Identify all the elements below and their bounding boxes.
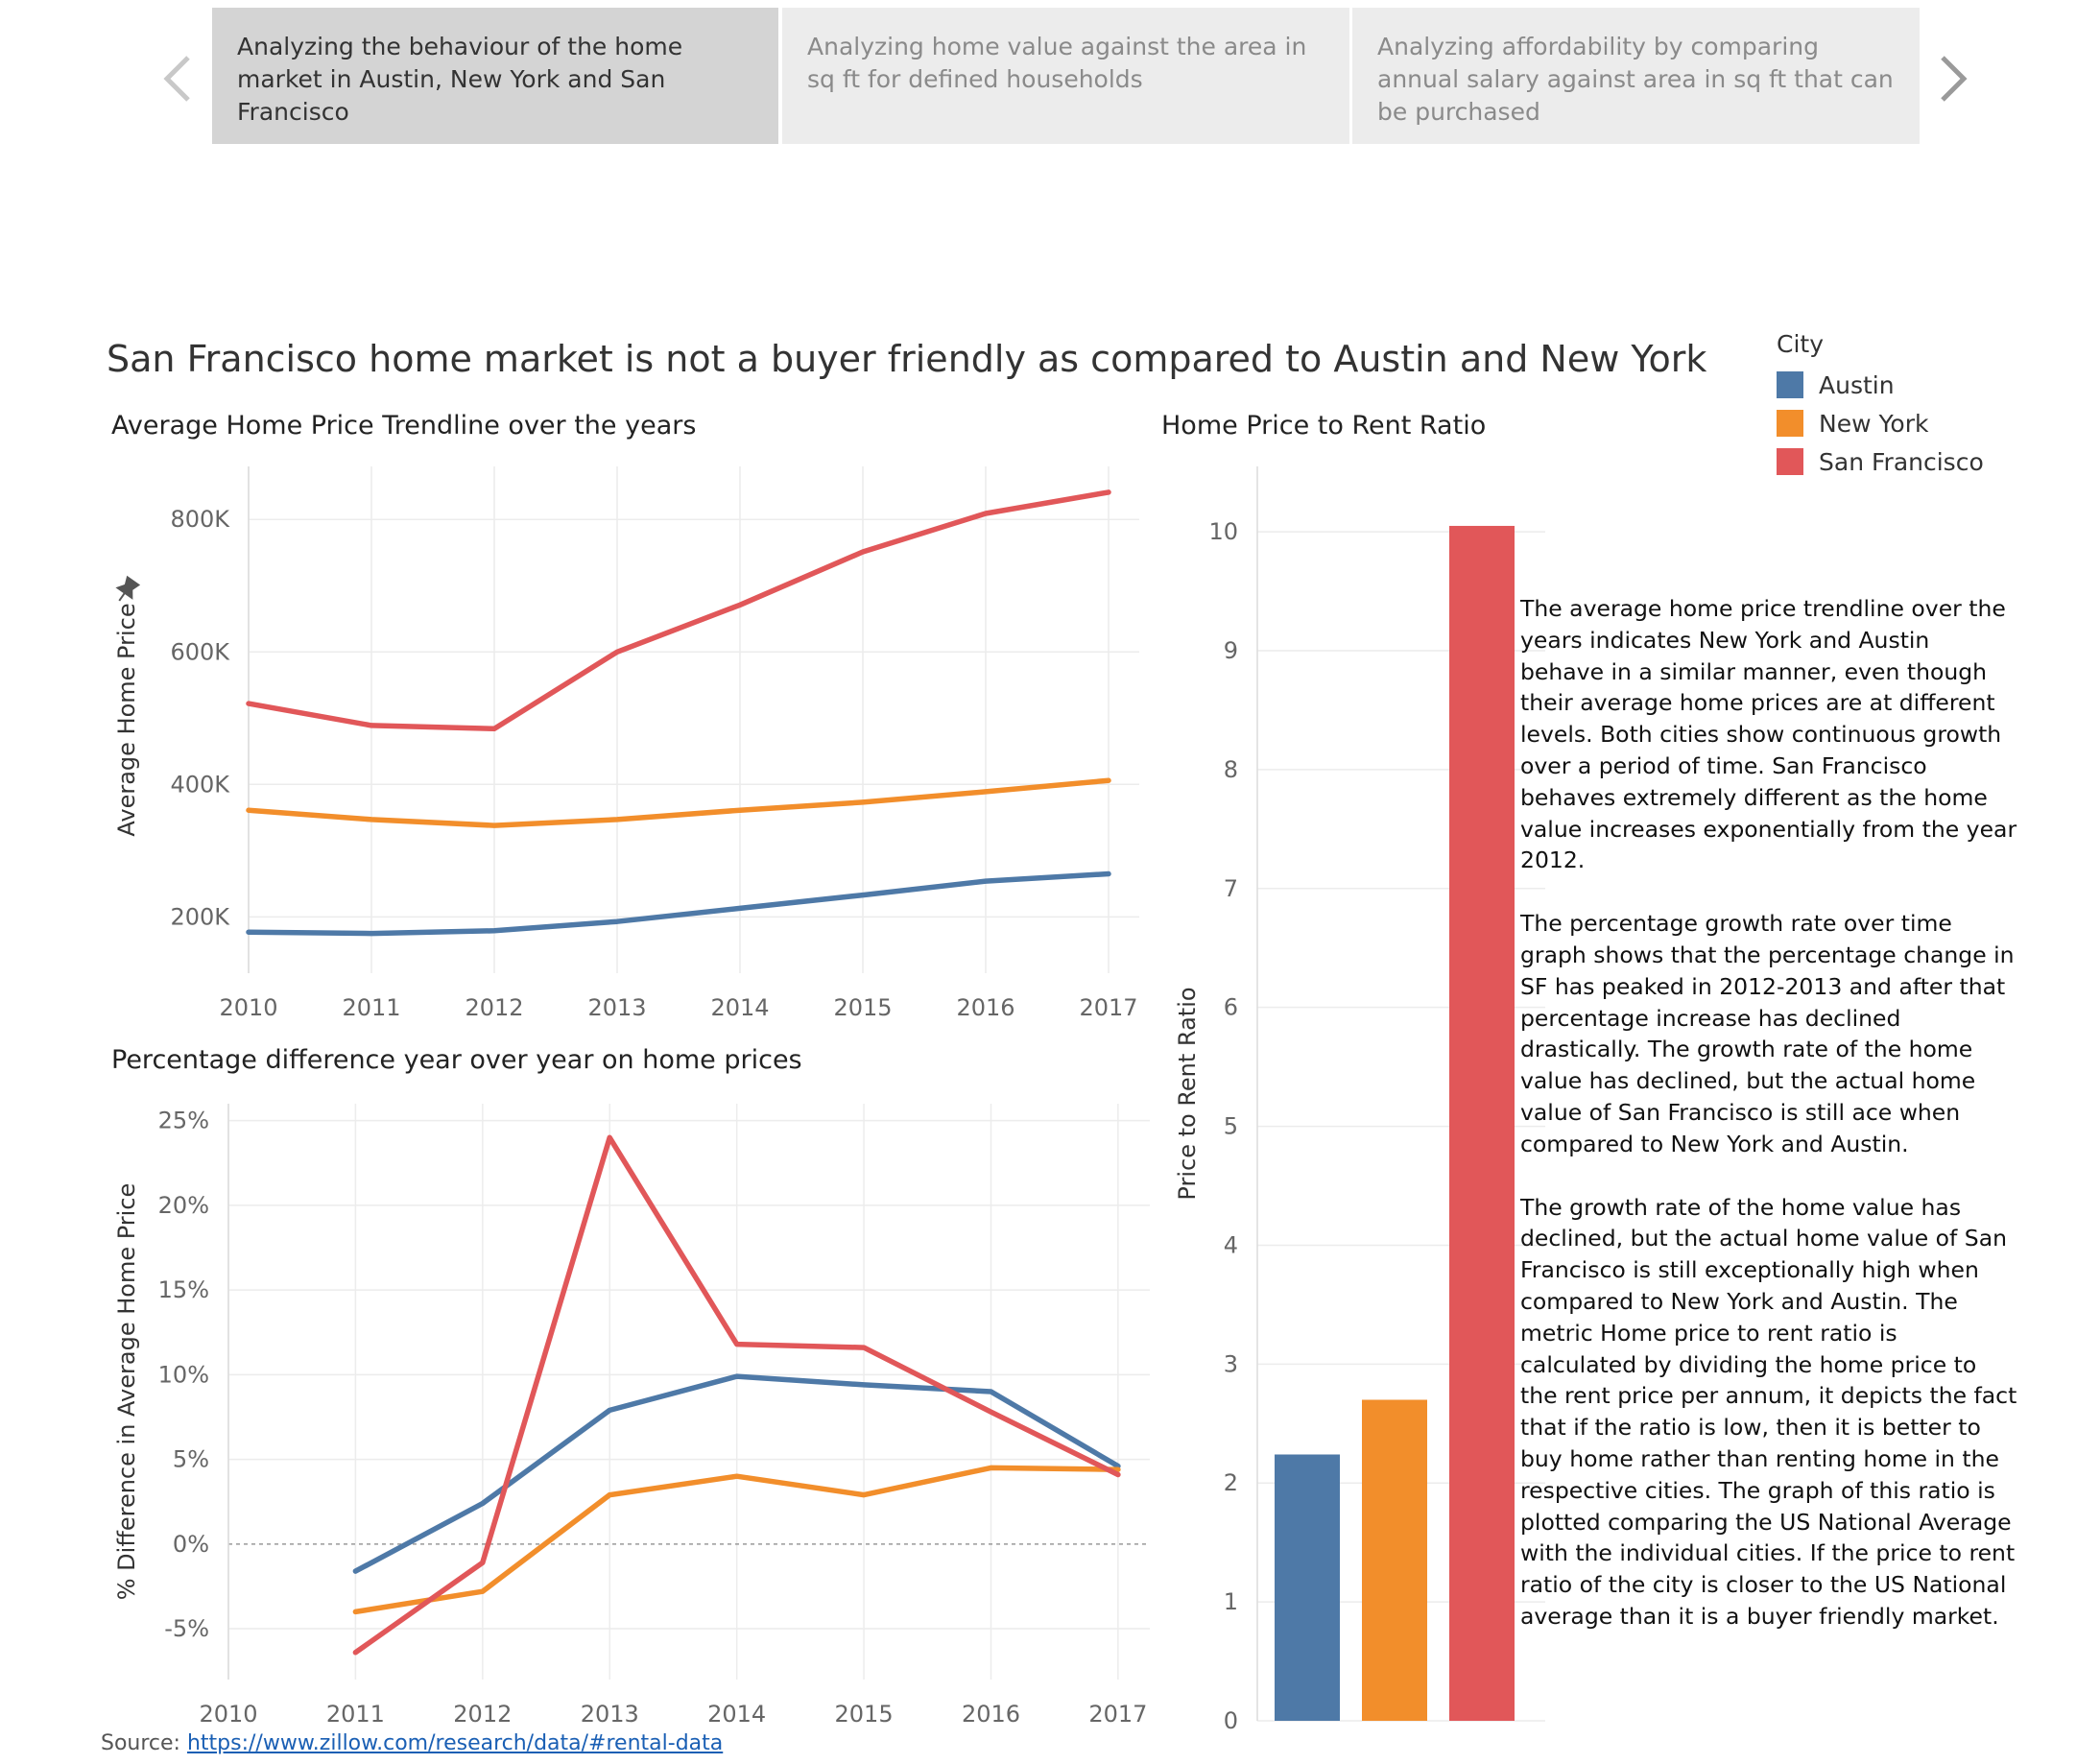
avg-price-x-tick-label: 2012 (465, 994, 523, 1021)
legend-item-san-francisco[interactable]: San Francisco (1777, 444, 1984, 479)
avg-price-x-tick-label: 2017 (1079, 994, 1137, 1021)
price-rent-bar-san-francisco (1449, 525, 1515, 1721)
avg-price-y-tick-label: 800K (170, 506, 230, 533)
avg-price-y-tick-label: 400K (170, 771, 230, 798)
pct-diff-x-tick-label: 2016 (962, 1701, 1020, 1728)
pct-diff-y-tick-label: 10% (158, 1361, 209, 1388)
chevron-left-icon (163, 56, 190, 102)
pct-diff-x-tick-label: 2010 (199, 1701, 257, 1728)
legend-item-new-york[interactable]: New York (1777, 406, 1928, 441)
pct-diff-y-tick-label: 25% (158, 1108, 209, 1134)
price-rent-y-tick-label: 5 (1224, 1113, 1238, 1140)
avg-price-line-austin (246, 870, 1111, 937)
avg-price-y-tick-label: 600K (170, 638, 230, 665)
story-tab-affordability[interactable]: Analyzing affordability by comparing ann… (1352, 8, 1920, 144)
price-rent-bar-new-york (1362, 1399, 1427, 1721)
price-rent-y-tick-label: 6 (1224, 994, 1238, 1021)
avg-price-line-san-francisco (246, 489, 1111, 732)
narrative-text: The average home price trendline over th… (1520, 593, 2019, 1664)
avg-price-x-tick-label: 2013 (587, 994, 646, 1021)
price-rent-y-tick-label: 3 (1224, 1350, 1238, 1377)
legend-label: New York (1819, 409, 1929, 438)
pct-diff-y-tick-label: 20% (158, 1192, 209, 1219)
narrative-paragraph: The percentage growth rate over time gra… (1520, 910, 2015, 1157)
pct-diff-chart-title: Percentage difference year over year on … (111, 1045, 802, 1075)
pct-diff-y-tick-label: 0% (173, 1531, 209, 1558)
price-rent-y-tick-label: 9 (1224, 637, 1238, 664)
avg-price-x-tick-label: 2014 (710, 994, 769, 1021)
pct-diff-line-san-francisco (352, 1134, 1121, 1656)
pct-diff-x-tick-label: 2013 (581, 1701, 639, 1728)
price-rent-y-tick-label: 0 (1224, 1707, 1238, 1734)
pct-diff-x-tick-label: 2017 (1088, 1701, 1147, 1728)
avg-price-line-new-york (246, 777, 1111, 828)
previous-story-arrow[interactable] (154, 50, 202, 107)
story-tab-home-market[interactable]: Analyzing the behaviour of the home mark… (212, 8, 778, 144)
pct-diff-y-tick-label: 15% (158, 1276, 209, 1303)
next-story-arrow[interactable] (1929, 50, 1977, 107)
dashboard-title: San Francisco home market is not a buyer… (107, 338, 1707, 380)
legend-swatch (1777, 371, 1803, 398)
chevron-right-icon (1941, 56, 1968, 102)
source-note: Source: https://www.zillow.com/research/… (101, 1731, 723, 1755)
price-rent-y-tick-label: 4 (1224, 1231, 1238, 1258)
avg-price-x-tick-label: 2010 (219, 994, 277, 1021)
story-tab-home-value-area[interactable]: Analyzing home value against the area in… (782, 8, 1349, 144)
source-label: Source: (101, 1731, 180, 1755)
avg-price-x-tick-label: 2016 (956, 994, 1014, 1021)
legend-item-austin[interactable]: Austin (1777, 368, 1895, 402)
price-rent-chart-title: Home Price to Rent Ratio (1161, 411, 1487, 441)
pct-diff-x-tick-label: 2011 (326, 1701, 385, 1728)
pct-diff-x-tick-label: 2014 (707, 1701, 766, 1728)
price-rent-bar-austin (1275, 1454, 1340, 1721)
price-rent-y-tick-label: 8 (1224, 756, 1238, 783)
avg-price-y-axis-label: Average Home Price (113, 603, 140, 836)
pct-diff-line-austin (352, 1373, 1121, 1574)
legend-swatch (1777, 410, 1803, 437)
legend-label: Austin (1819, 370, 1895, 399)
avg-price-y-tick-label: 200K (170, 903, 230, 930)
narrative-paragraph: The growth rate of the home value has de… (1520, 1193, 2017, 1630)
legend-swatch (1777, 448, 1803, 475)
pct-diff-y-axis-label: % Difference in Average Home Price (113, 1183, 140, 1601)
price-rent-y-tick-label: 7 (1224, 875, 1238, 902)
price-rent-y-tick-label: 2 (1224, 1469, 1238, 1496)
price-rent-y-tick-label: 10 (1208, 518, 1238, 545)
pct-diff-x-tick-label: 2012 (453, 1701, 512, 1728)
pct-diff-x-tick-label: 2015 (835, 1701, 894, 1728)
pct-diff-line-new-york (352, 1465, 1121, 1615)
avg-price-x-tick-label: 2015 (833, 994, 892, 1021)
legend-label: San Francisco (1819, 447, 1984, 476)
avg-price-x-tick-label: 2011 (342, 994, 400, 1021)
price-rent-y-axis-label: Price to Rent Ratio (1174, 987, 1201, 1200)
price-rent-y-tick-label: 1 (1224, 1588, 1238, 1615)
source-link[interactable]: https://www.zillow.com/research/data/#re… (186, 1731, 724, 1755)
pin-icon (115, 575, 141, 602)
pct-diff-y-tick-label: 5% (173, 1446, 209, 1473)
avg-price-chart-title: Average Home Price Trendline over the ye… (111, 411, 697, 441)
legend-title: City (1777, 330, 1824, 358)
pct-diff-y-tick-label: -5% (164, 1615, 209, 1642)
narrative-paragraph: The average home price trendline over th… (1520, 595, 2017, 874)
